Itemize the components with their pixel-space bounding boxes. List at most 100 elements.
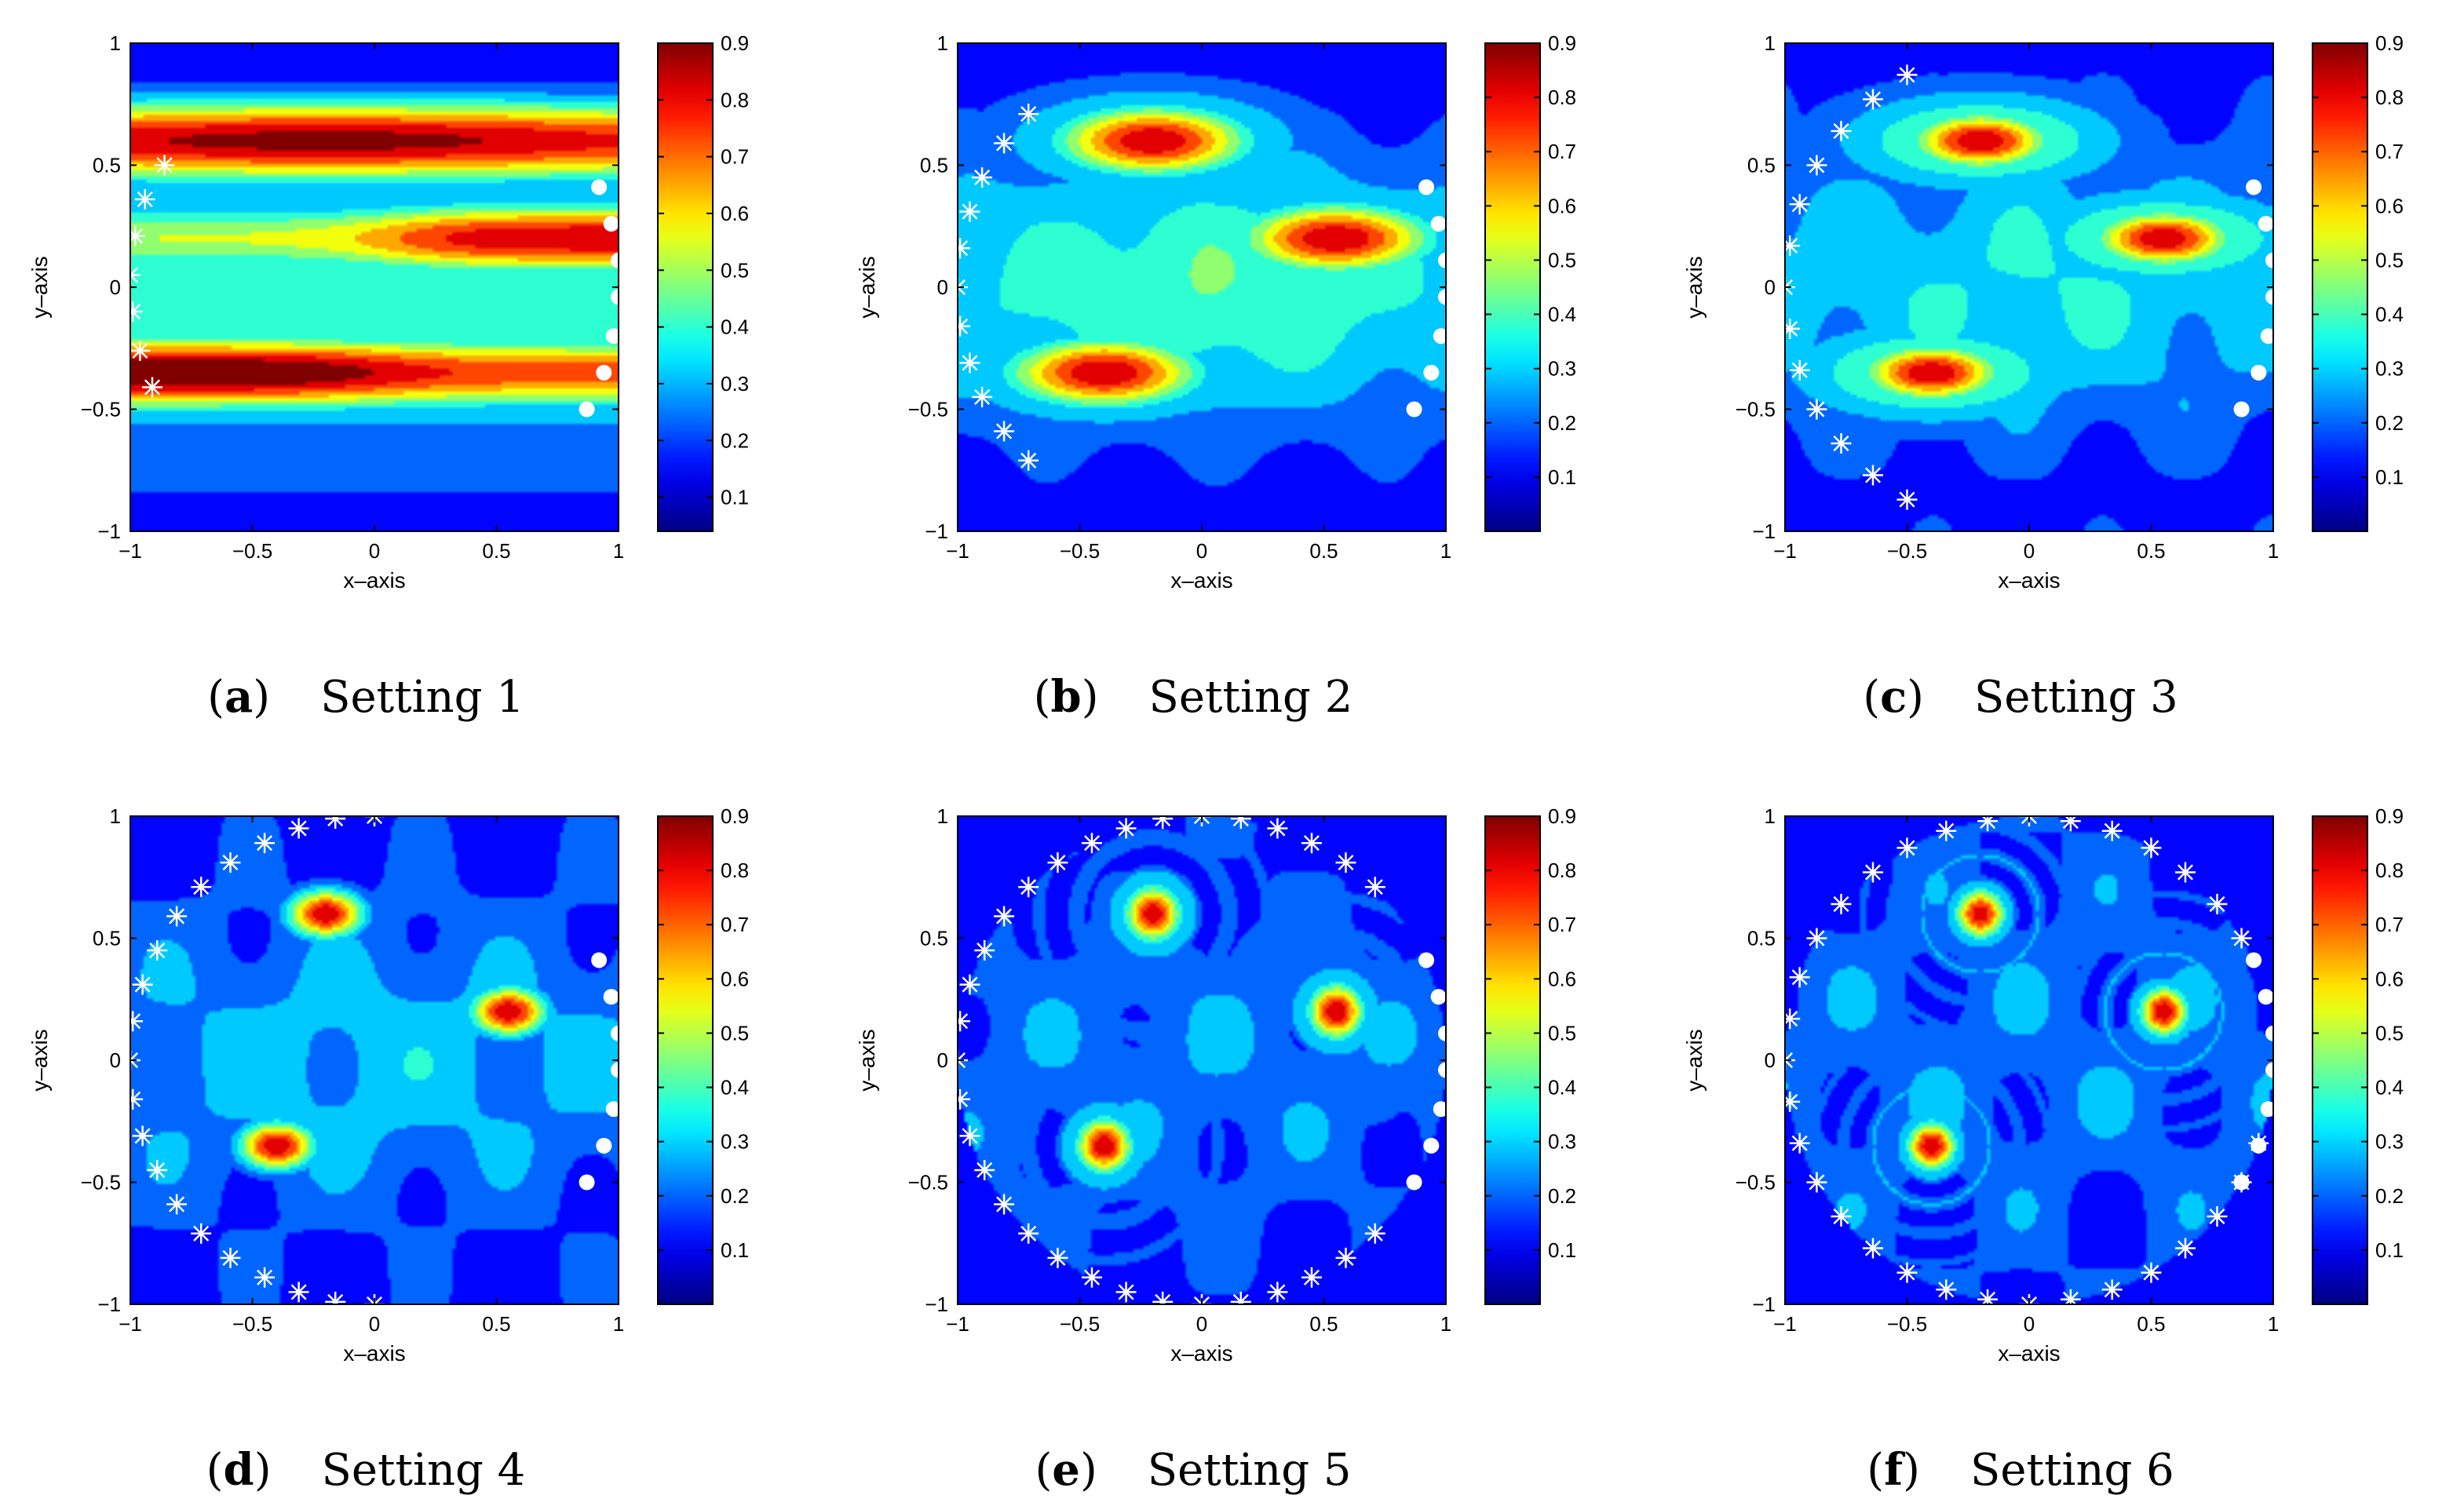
colorbar-tick-label: 0.8: [721, 859, 749, 882]
emitter-star-marker: [950, 238, 971, 259]
emitter-star-marker: [950, 315, 971, 337]
emitter-star-marker: [1977, 811, 1999, 832]
emitter-star-marker: [1789, 1132, 1810, 1154]
receiver-dot-marker: [579, 1174, 595, 1191]
emitter-star-marker: [1230, 808, 1251, 830]
emitter-star-marker: [1789, 359, 1810, 381]
emitter-star-marker: [1018, 104, 1039, 125]
subplot-b: −1 1 −0.5 0.5 0 0 0.5 −0.5 1 −1 x–axis y–axis 0.9 0.8…: [855, 31, 1576, 723]
x-axis-label: x–axis: [1998, 568, 2060, 593]
x-tick-label: −1: [119, 1312, 142, 1336]
colorbar-tick-label: 0.8: [1548, 859, 1576, 882]
colorbar-tick-label: 0.8: [2375, 859, 2404, 882]
caption-text: Setting 4: [322, 1445, 526, 1496]
y-tick-label: −0.5: [908, 398, 948, 421]
colorbar-tick-label: 0.7: [2375, 913, 2404, 936]
receiver-dot-marker: [2246, 179, 2262, 195]
heatmap-field: [1785, 43, 2273, 531]
colorbar-tick-label: 0.4: [1548, 303, 1576, 326]
emitter-star-marker: [2060, 1289, 2081, 1310]
x-tick-label: 0.5: [2137, 1312, 2165, 1336]
emitter-star-marker: [994, 906, 1015, 927]
y-tick-label: 0: [937, 275, 948, 299]
x-tick-label: −1: [946, 539, 969, 563]
y-tick-label: −0.5: [81, 398, 121, 421]
colorbar: [657, 42, 714, 532]
colorbar-tick-label: 0.9: [2375, 804, 2404, 828]
caption-text: Setting 6: [1970, 1445, 2174, 1496]
y-axis-label: y–axis: [27, 256, 52, 318]
colorbar-tick-label: 0.4: [721, 315, 749, 339]
colorbar-tick-label: 0.3: [721, 1130, 749, 1154]
colorbar-tick-label: 0.8: [1548, 86, 1576, 109]
emitter-star-marker: [974, 940, 995, 961]
emitter-star-marker: [2207, 1206, 2228, 1227]
caption-paren-open: (: [1035, 1445, 1052, 1496]
colorbar-tick-label: 0.3: [2375, 1130, 2404, 1154]
emitter-star-marker: [1267, 818, 1288, 839]
colorbar-tick-label: 0.6: [1548, 194, 1576, 217]
emitter-star-marker: [254, 833, 276, 854]
emitter-star-marker: [2175, 1238, 2196, 1259]
heatmap-field: [130, 816, 619, 1304]
y-tick-label: −1: [925, 520, 948, 543]
caption-letter: c: [1880, 671, 1907, 723]
emitter-star-marker: [1301, 1267, 1322, 1288]
emitter-star-marker: [974, 1160, 995, 1180]
receiver-dot-marker: [1433, 328, 1449, 345]
emitter-star-marker: [994, 421, 1015, 442]
emitter-star-marker: [2207, 894, 2228, 914]
receiver-dot-marker: [2258, 989, 2274, 1005]
y-tick-label: −1: [97, 1293, 121, 1316]
receiver-dot-marker: [2250, 1137, 2267, 1154]
colorbar: [657, 815, 714, 1305]
colorbar-tick-label: 0.5: [1548, 248, 1576, 272]
colorbar-tick-label: 0.1: [2375, 1238, 2404, 1262]
receiver-dot-marker: [2258, 216, 2274, 232]
y-tick-label: 0.5: [93, 927, 121, 950]
caption-paren-open: (: [1867, 1445, 1884, 1496]
emitter-star-marker: [1780, 1091, 1801, 1112]
colorbar-tick-label: 0.3: [1548, 357, 1576, 381]
colorbar-tick-label: 0.1: [1548, 1238, 1576, 1262]
x-tick-label: −0.5: [1887, 1312, 1927, 1336]
receiver-dot-marker: [1423, 364, 1440, 381]
subplot-c: −1 1 −0.5 0.5 0 0 0.5 −0.5 1 −1 x–axis y–axis 0.9 0.8…: [1682, 31, 2404, 723]
emitter-star-marker: [134, 189, 155, 210]
emitter-star-marker: [950, 1011, 971, 1032]
y-tick-label: −1: [1752, 520, 1776, 543]
x-tick-label: 0.5: [482, 539, 510, 563]
subplot-a: −1 1 −0.5 0.5 0 0 0.5 −0.5 1 −1 x–axis y–axis 0.9 0.8…: [27, 31, 749, 723]
colorbar-tick-label: 0.7: [1548, 140, 1576, 163]
x-tick-label: 0.5: [482, 1312, 510, 1336]
emitter-star-marker: [191, 877, 212, 898]
x-tick-label: −0.5: [1060, 1312, 1100, 1336]
emitter-star-marker: [1977, 1289, 1999, 1310]
receiver-dot-marker: [1418, 179, 1435, 195]
caption-letter: e: [1052, 1444, 1080, 1496]
y-tick-label: 1: [1765, 31, 1776, 55]
subplot-caption: (b) Setting 2: [1034, 671, 1353, 723]
heatmap-field: [130, 43, 619, 531]
y-tick-label: 1: [1765, 804, 1776, 828]
emitter-star-marker: [1863, 862, 1883, 883]
colorbar-tick-label: 0.2: [2375, 411, 2404, 435]
x-tick-label: 0: [1196, 1312, 1207, 1336]
emitter-star-marker: [122, 1088, 144, 1110]
x-tick-label: 1: [1440, 1312, 1451, 1336]
y-tick-label: −0.5: [908, 1171, 948, 1194]
emitter-star-marker: [1806, 928, 1827, 949]
emitter-star-marker: [950, 1088, 971, 1110]
receiver-dot-marker: [605, 1101, 622, 1118]
x-tick-label: −1: [1773, 539, 1797, 563]
x-tick-label: −0.5: [1060, 539, 1100, 563]
colorbar-tick-label: 0.9: [2375, 31, 2404, 55]
colorbar-tick-label: 0.7: [2375, 140, 2404, 163]
emitter-star-marker: [994, 1194, 1015, 1215]
colorbar-tick-label: 0.2: [2375, 1184, 2404, 1208]
colorbar-tick-label: 0.5: [2375, 1021, 2404, 1045]
caption-letter: b: [1051, 671, 1082, 723]
emitter-star-marker: [147, 1160, 168, 1180]
heatmap-field: [1785, 816, 2273, 1304]
